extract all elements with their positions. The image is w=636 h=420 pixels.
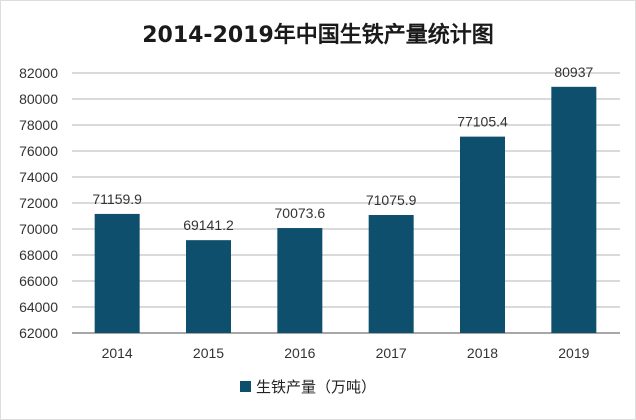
x-tick-label: 2016 xyxy=(284,345,315,361)
bars xyxy=(94,86,597,333)
chart-title: 2014-2019年中国生铁产量统计图 xyxy=(142,22,494,48)
y-tick-label: 82000 xyxy=(19,65,58,81)
bar xyxy=(186,240,231,333)
legend-label: 生铁产量（万吨） xyxy=(256,378,376,396)
data-label: 70073.6 xyxy=(275,205,326,221)
y-tick-label: 62000 xyxy=(19,325,58,341)
y-tick-label: 64000 xyxy=(19,299,58,315)
y-tick-label: 78000 xyxy=(19,117,58,133)
data-label: 71159.9 xyxy=(92,191,142,207)
data-label: 71075.9 xyxy=(366,192,417,208)
y-tick-label: 70000 xyxy=(19,221,58,237)
legend-swatch xyxy=(240,381,251,392)
data-label: 77105.4 xyxy=(457,114,508,130)
bar xyxy=(94,213,140,333)
y-tick-label: 68000 xyxy=(19,247,58,263)
x-tick-label: 2014 xyxy=(102,345,133,361)
data-label: 80937 xyxy=(554,64,593,80)
data-label: 69141.2 xyxy=(183,217,234,233)
x-axis-ticks: 2014 2015 2016 2017 2018 2019 xyxy=(102,345,590,361)
data-labels: 71159.9 69141.2 70073.6 71075.9 77105.4 80937 xyxy=(92,64,593,233)
y-tick-label: 80000 xyxy=(19,91,58,107)
y-tick-label: 72000 xyxy=(19,195,58,211)
x-tick-label: 2018 xyxy=(467,345,498,361)
bar xyxy=(368,215,414,333)
x-tick-label: 2015 xyxy=(193,345,224,361)
legend: 生铁产量（万吨） xyxy=(240,378,376,396)
bar xyxy=(551,86,597,333)
y-tick-label: 66000 xyxy=(19,273,58,289)
bar xyxy=(460,136,505,333)
gridlines xyxy=(72,72,620,334)
x-tick-label: 2017 xyxy=(376,345,407,361)
y-axis-ticks: 62000 64000 66000 68000 70000 72000 74000 76000… xyxy=(19,65,58,341)
y-tick-label: 76000 xyxy=(19,143,58,159)
y-tick-label: 74000 xyxy=(19,169,58,185)
bar xyxy=(277,228,323,333)
x-tick-label: 2019 xyxy=(558,345,589,361)
